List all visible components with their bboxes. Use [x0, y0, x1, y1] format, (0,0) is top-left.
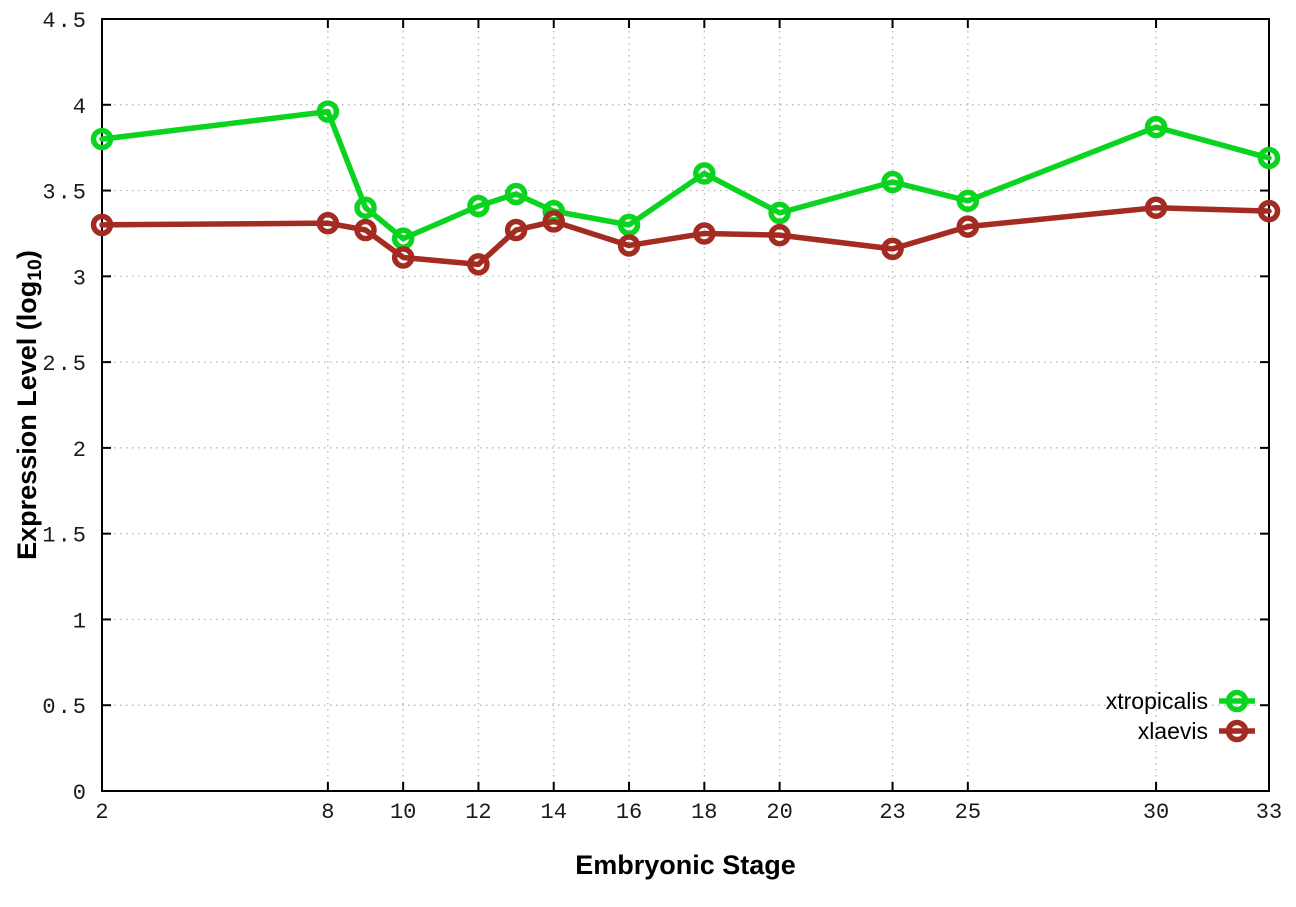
data-point-xtropicalis	[881, 170, 904, 194]
y-tick-label: 2.5	[42, 352, 88, 377]
x-tick-label: 10	[390, 800, 416, 825]
data-point-xlaevis	[881, 237, 904, 261]
y-axis-title: Expression Level (log10)	[10, 19, 46, 791]
x-tick-label: 2	[95, 800, 108, 825]
legend-label-xlaevis: xlaevis	[1137, 717, 1208, 744]
data-point-xlaevis	[467, 253, 490, 276]
y-tick-label: 0	[73, 781, 88, 806]
data-point-xlaevis	[693, 222, 716, 245]
data-point-xlaevis	[617, 234, 641, 257]
legend: xtropicalis xlaevis	[1106, 686, 1256, 746]
data-point-xlaevis	[391, 246, 415, 269]
data-point-xlaevis	[90, 213, 114, 237]
y-tick-label: 3	[73, 266, 88, 291]
x-tick-label: 25	[955, 800, 981, 825]
data-point-xlaevis	[354, 218, 377, 242]
y-tick-label: 2	[73, 438, 88, 463]
data-point-xtropicalis	[504, 182, 528, 206]
x-tick-label: 33	[1256, 800, 1282, 825]
data-point-xtropicalis	[1144, 115, 1168, 139]
y-tick-label: 0.5	[42, 695, 88, 720]
data-point-xtropicalis	[316, 100, 340, 123]
legend-marker-xlaevis-icon	[1219, 719, 1255, 743]
legend-item-xlaevis: xlaevis	[1138, 716, 1256, 746]
data-point-xlaevis	[542, 210, 565, 233]
x-axis-title: Embryonic Stage	[575, 850, 796, 880]
data-point-xtropicalis	[1257, 146, 1281, 170]
data-point-xtropicalis	[90, 127, 114, 151]
legend-marker-xtropicalis-icon	[1219, 689, 1255, 713]
series-line-xlaevis	[99, 204, 1272, 268]
x-tick-label: 16	[616, 800, 642, 825]
y-tick-label: 3.5	[42, 181, 88, 206]
x-tick-label: 30	[1143, 800, 1169, 825]
y-axis-title-suffix: )	[12, 250, 42, 260]
data-point-xtropicalis	[768, 201, 791, 225]
y-axis-title-text: Expression Level (log	[12, 280, 42, 560]
x-tick-label: 12	[465, 800, 491, 825]
data-point-xlaevis	[504, 218, 528, 242]
data-point-xtropicalis	[956, 189, 980, 213]
data-point-xlaevis	[956, 215, 980, 238]
data-point-xlaevis	[768, 223, 791, 247]
series-line-xtropicalis	[99, 108, 1272, 242]
y-axis-title-subscript: 10	[23, 259, 46, 281]
plot-border	[101, 18, 1270, 792]
legend-item-xtropicalis: xtropicalis	[1106, 686, 1256, 716]
data-point-xtropicalis	[467, 194, 490, 218]
data-point-xtropicalis	[354, 196, 377, 219]
y-tick-label: 4	[73, 95, 88, 120]
y-tick-label: 1.5	[42, 524, 88, 549]
x-tick-label: 8	[321, 800, 334, 825]
y-tick-label: 4.5	[42, 9, 88, 34]
x-tick-label: 14	[541, 800, 567, 825]
legend-label-xtropicalis: xtropicalis	[1105, 687, 1208, 714]
data-point-xlaevis	[1257, 199, 1281, 223]
data-point-xtropicalis	[617, 213, 641, 237]
data-point-xlaevis	[316, 211, 340, 235]
x-tick-label: 20	[766, 800, 792, 825]
x-tick-label: 23	[879, 800, 905, 825]
data-point-xlaevis	[1144, 196, 1168, 219]
x-tick-label: 18	[691, 800, 717, 825]
data-point-xtropicalis	[693, 162, 716, 185]
y-tick-label: 1	[73, 609, 88, 634]
